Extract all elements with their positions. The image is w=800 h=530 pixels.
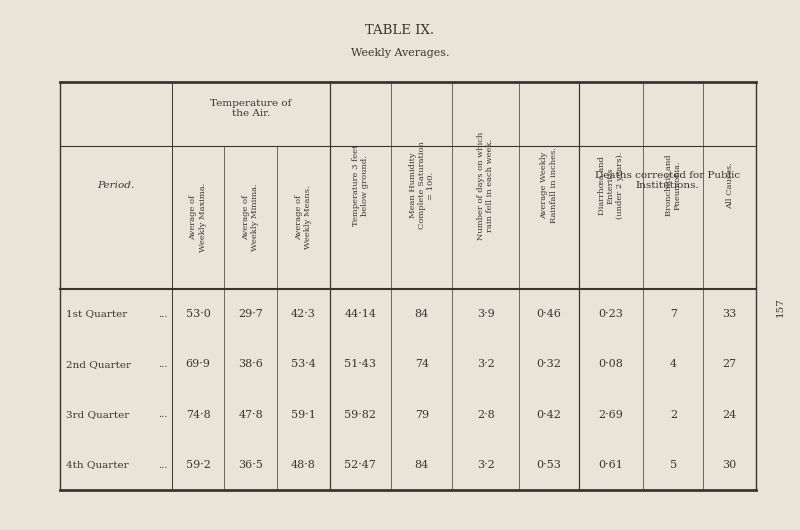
Text: 2·69: 2·69 [598, 410, 623, 420]
Text: 47·8: 47·8 [238, 410, 263, 420]
Text: 74·8: 74·8 [186, 410, 210, 420]
Text: 0·53: 0·53 [537, 460, 562, 470]
Text: 59·82: 59·82 [344, 410, 376, 420]
Text: 59·1: 59·1 [291, 410, 316, 420]
Text: ...: ... [158, 360, 168, 369]
Text: 0·61: 0·61 [598, 460, 623, 470]
Text: 3rd Quarter: 3rd Quarter [66, 410, 130, 419]
Text: 1st Quarter: 1st Quarter [66, 310, 128, 319]
Text: 53·0: 53·0 [186, 309, 210, 319]
Text: 0·46: 0·46 [537, 309, 562, 319]
Text: Average of
Weekly Maxima.: Average of Weekly Maxima. [190, 183, 206, 252]
Text: 48·8: 48·8 [291, 460, 316, 470]
Text: 0·42: 0·42 [537, 410, 562, 420]
Text: 51·43: 51·43 [344, 359, 376, 369]
Text: 7: 7 [670, 309, 677, 319]
Text: 2nd Quarter: 2nd Quarter [66, 360, 131, 369]
Text: 27: 27 [722, 359, 737, 369]
Text: Number of days on which
rain fell in each week.: Number of days on which rain fell in eac… [478, 131, 494, 240]
Text: Bronchitis and
Pneumonia.: Bronchitis and Pneumonia. [665, 155, 682, 216]
Text: 38·6: 38·6 [238, 359, 263, 369]
Text: 0·32: 0·32 [537, 359, 562, 369]
Text: 84: 84 [414, 460, 429, 470]
Text: 53·4: 53·4 [291, 359, 316, 369]
Text: 59·2: 59·2 [186, 460, 210, 470]
Text: 157: 157 [775, 297, 785, 317]
Text: 4th Quarter: 4th Quarter [66, 461, 129, 470]
Text: 24: 24 [722, 410, 737, 420]
Text: 3·2: 3·2 [477, 460, 494, 470]
Text: 69·9: 69·9 [186, 359, 210, 369]
Text: ...: ... [158, 461, 168, 470]
Text: 3·2: 3·2 [477, 359, 494, 369]
Text: 33: 33 [722, 309, 737, 319]
Text: Average of
Weekly Minima.: Average of Weekly Minima. [242, 183, 259, 251]
Text: 74: 74 [414, 359, 429, 369]
Text: Average of
Weekly Means.: Average of Weekly Means. [295, 186, 312, 249]
Text: TABLE IX.: TABLE IX. [366, 24, 434, 37]
Text: Period.: Period. [98, 181, 134, 190]
Text: Deaths corrected for Public
Institutions.: Deaths corrected for Public Institutions… [594, 171, 740, 190]
Text: 3·9: 3·9 [477, 309, 494, 319]
Text: 5: 5 [670, 460, 677, 470]
Text: 36·5: 36·5 [238, 460, 263, 470]
Text: 2·8: 2·8 [477, 410, 494, 420]
Text: 79: 79 [414, 410, 429, 420]
Text: Mean Humidity
Complete Saturation
= 100.: Mean Humidity Complete Saturation = 100. [409, 142, 435, 229]
Text: Average Weekly
Rainfall in inches.: Average Weekly Rainfall in inches. [541, 147, 558, 224]
Text: Temperature 3 feet
below ground.: Temperature 3 feet below ground. [352, 145, 369, 226]
Text: 2: 2 [670, 410, 677, 420]
Text: All Causes.: All Causes. [726, 162, 734, 209]
Text: 0·23: 0·23 [598, 309, 623, 319]
Text: 52·47: 52·47 [345, 460, 376, 470]
Text: ...: ... [158, 310, 168, 319]
Text: Diarrhœa and
Enteritis
(under 2 years).: Diarrhœa and Enteritis (under 2 years). [598, 152, 624, 219]
Text: 4: 4 [670, 359, 677, 369]
Text: ...: ... [158, 410, 168, 419]
Text: 44·14: 44·14 [344, 309, 376, 319]
Text: Temperature of
the Air.: Temperature of the Air. [210, 99, 291, 118]
Text: Weekly Averages.: Weekly Averages. [350, 48, 450, 58]
Text: 29·7: 29·7 [238, 309, 263, 319]
Text: 84: 84 [414, 309, 429, 319]
Text: 0·08: 0·08 [598, 359, 623, 369]
Text: 30: 30 [722, 460, 737, 470]
Text: 42·3: 42·3 [291, 309, 316, 319]
